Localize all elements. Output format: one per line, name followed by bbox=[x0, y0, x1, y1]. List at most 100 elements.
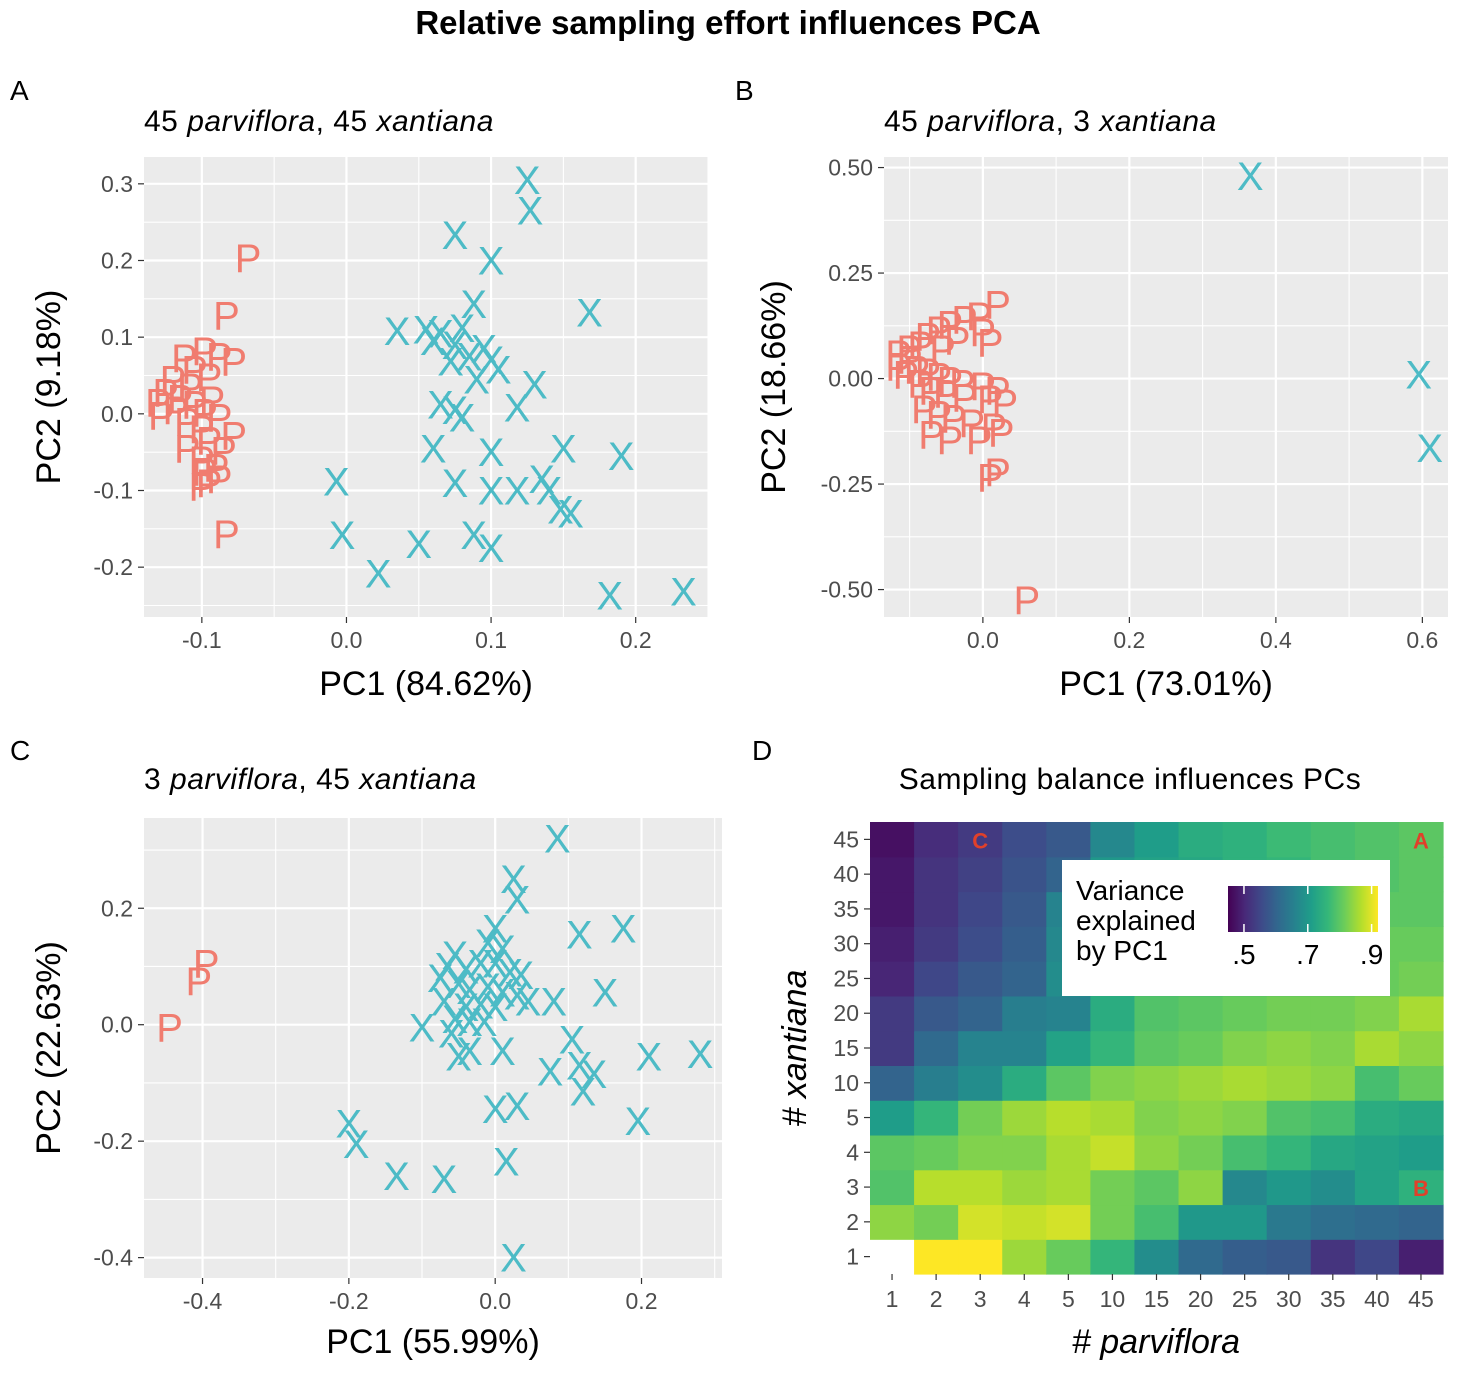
x-tick-label: 0.0 bbox=[479, 1288, 511, 1314]
y-axis-title: PC2 (9.18%) bbox=[30, 290, 68, 485]
xantiana-point: X bbox=[500, 1237, 527, 1281]
parviflora-point: P bbox=[167, 378, 194, 422]
xantiana-point: X bbox=[442, 214, 469, 258]
heatmap-cell bbox=[1222, 1030, 1268, 1066]
heatmap-cell bbox=[1398, 1239, 1444, 1275]
y-tick-label: 4 bbox=[846, 1139, 859, 1165]
parviflora-point: P bbox=[911, 388, 938, 432]
x-tick-label: 0.1 bbox=[475, 627, 507, 653]
parviflora-point: P bbox=[929, 328, 956, 372]
parviflora-point: P bbox=[885, 346, 912, 390]
heatmap-cell bbox=[1266, 1134, 1312, 1171]
heatmap-cell bbox=[914, 1204, 959, 1240]
xantiana-point: X bbox=[544, 817, 571, 861]
heatmap-cell bbox=[1002, 1134, 1047, 1171]
parviflora-point: P bbox=[896, 339, 923, 383]
heatmap-cell bbox=[914, 1065, 959, 1101]
heatmap-cell bbox=[870, 1204, 915, 1240]
heatmap-cell bbox=[914, 926, 959, 962]
xantiana-point: X bbox=[547, 489, 574, 533]
xantiana-point: X bbox=[489, 928, 516, 972]
xantiana-point: X bbox=[478, 470, 505, 514]
heatmap-cell bbox=[870, 822, 915, 858]
y-tick-label: 45 bbox=[833, 826, 859, 852]
parviflora-point: P bbox=[186, 960, 213, 1004]
x-tick-label: 35 bbox=[1320, 1286, 1346, 1312]
heatmap-cell bbox=[1354, 1239, 1400, 1275]
x-axis-title: PC1 (55.99%) bbox=[326, 1323, 540, 1361]
heatmap-cell bbox=[1266, 995, 1312, 1032]
x-axis-title: PC1 (73.01%) bbox=[1059, 665, 1273, 703]
parviflora-point: P bbox=[949, 363, 976, 407]
xantiana-point: X bbox=[383, 1155, 410, 1199]
parviflora-point: P bbox=[937, 304, 964, 348]
x-tick-label: 3 bbox=[974, 1286, 987, 1312]
xantiana-point: X bbox=[496, 951, 523, 995]
parviflora-point: P bbox=[148, 394, 175, 438]
xantiana-point: X bbox=[449, 397, 476, 441]
parviflora-point: P bbox=[191, 450, 218, 494]
xantiana-point: X bbox=[445, 963, 472, 1007]
xantiana-point: X bbox=[449, 307, 476, 351]
heatmap-cell bbox=[1178, 1065, 1224, 1101]
corner-label-a: A bbox=[1413, 828, 1429, 853]
parviflora-point: P bbox=[951, 377, 978, 421]
heatmap-cell bbox=[1046, 1239, 1091, 1275]
parviflora-point: P bbox=[984, 369, 1011, 413]
y-tick-label: 5 bbox=[846, 1105, 859, 1131]
x-tick-label: 15 bbox=[1144, 1286, 1170, 1312]
xantiana-point: X bbox=[670, 571, 697, 615]
heatmap-cell bbox=[1354, 1169, 1400, 1206]
xantiana-point: X bbox=[482, 1088, 509, 1132]
heatmap-cell bbox=[870, 1100, 915, 1136]
y-tick-label: 20 bbox=[833, 1000, 859, 1026]
y-axis-title: PC2 (18.66%) bbox=[755, 280, 793, 494]
y-axis-title: PC2 (22.63%) bbox=[30, 941, 68, 1155]
heatmap-cell bbox=[1046, 1030, 1091, 1066]
heatmap-cell bbox=[1134, 1100, 1180, 1136]
xantiana-point: X bbox=[504, 470, 531, 514]
xantiana-point: X bbox=[463, 358, 490, 402]
parviflora-point: P bbox=[213, 513, 240, 557]
parviflora-point: P bbox=[984, 451, 1011, 495]
xantiana-point: X bbox=[482, 908, 509, 952]
xantiana-point: X bbox=[478, 527, 505, 571]
xantiana-point: X bbox=[478, 240, 505, 284]
xantiana-point: X bbox=[456, 969, 483, 1013]
xantiana-point: X bbox=[514, 159, 541, 203]
xantiana-point: X bbox=[576, 292, 603, 336]
heatmap-cell bbox=[1178, 1100, 1224, 1136]
xantiana-point: X bbox=[504, 387, 531, 431]
heatmap-cell bbox=[914, 1134, 959, 1171]
parviflora-point: P bbox=[177, 366, 204, 410]
heatmap-cell bbox=[1090, 1204, 1136, 1240]
parviflora-point: P bbox=[220, 341, 247, 385]
x-tick-label: 0.4 bbox=[1260, 627, 1292, 653]
heatmap-cell bbox=[914, 856, 959, 893]
xantiana-point: X bbox=[566, 1044, 593, 1088]
x-tick-label: 25 bbox=[1232, 1286, 1258, 1312]
heatmap-cell bbox=[1134, 822, 1180, 858]
panel-b: B 45 parviflora, 3 xantiana 0.0 0.2 0.4 0.6 -0… bbox=[735, 75, 1448, 703]
xantiana-point: X bbox=[431, 1158, 458, 1202]
heatmap-cell bbox=[1002, 1065, 1047, 1101]
corner-label-c: C bbox=[972, 828, 988, 853]
xantiana-point: X bbox=[515, 980, 542, 1024]
parviflora-point: P bbox=[160, 358, 187, 402]
heatmap-cell bbox=[958, 961, 1003, 997]
heatmap-cell bbox=[1046, 822, 1091, 858]
heatmap-cell bbox=[958, 1134, 1003, 1171]
xantiana-point: X bbox=[500, 858, 527, 902]
xantiana-point: X bbox=[442, 934, 469, 978]
heatmap-cell bbox=[1046, 1169, 1091, 1206]
parviflora-point: P bbox=[152, 371, 179, 415]
xantiana-point: X bbox=[471, 328, 498, 372]
heatmap-cell bbox=[958, 926, 1003, 962]
parviflora-point: P bbox=[210, 430, 237, 474]
x-tick-label: 45 bbox=[1408, 1286, 1434, 1312]
xantiana-point: X bbox=[456, 1030, 483, 1074]
x-tick-label: 1 bbox=[886, 1286, 899, 1312]
